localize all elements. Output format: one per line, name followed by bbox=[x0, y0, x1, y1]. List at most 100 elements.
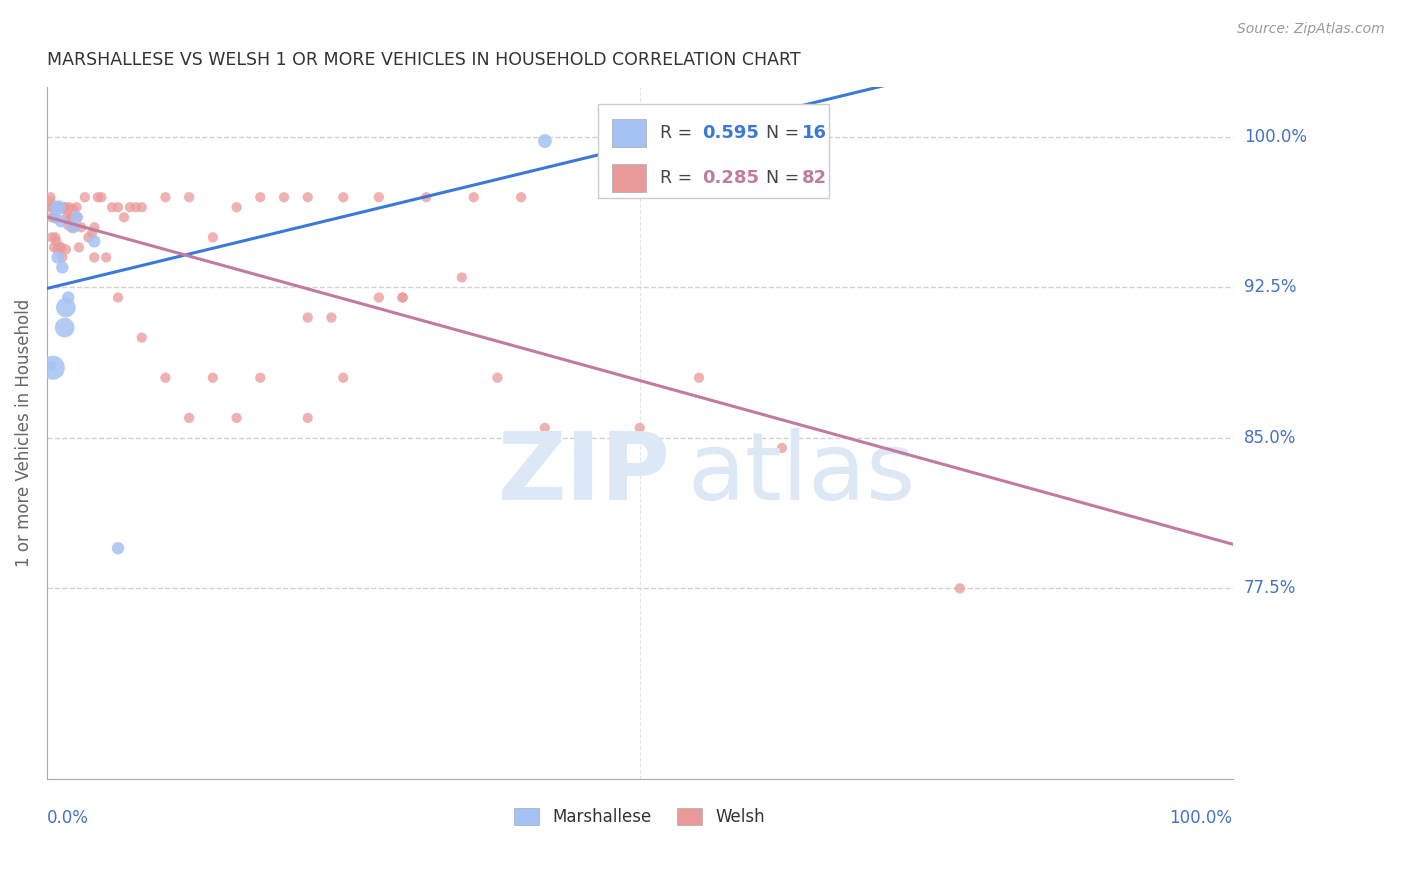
Text: 0.595: 0.595 bbox=[703, 124, 759, 142]
Point bbox=[44, 230, 66, 244]
Point bbox=[49, 214, 72, 228]
Y-axis label: 1 or more Vehicles in Household: 1 or more Vehicles in Household bbox=[15, 299, 32, 567]
Point bbox=[51, 251, 73, 265]
Point bbox=[332, 370, 354, 384]
Point bbox=[42, 240, 65, 254]
Point bbox=[63, 220, 86, 235]
Point bbox=[179, 190, 201, 204]
Point bbox=[391, 291, 413, 305]
Point bbox=[42, 200, 65, 214]
Text: R =: R = bbox=[659, 124, 697, 142]
Point bbox=[49, 240, 72, 254]
Point bbox=[112, 211, 135, 225]
Point bbox=[534, 421, 557, 435]
Point bbox=[48, 200, 70, 214]
Point bbox=[131, 331, 153, 345]
Point bbox=[48, 200, 70, 214]
Point bbox=[118, 200, 141, 214]
FancyBboxPatch shape bbox=[613, 120, 645, 147]
Text: 100.0%: 100.0% bbox=[1244, 128, 1306, 146]
Point bbox=[42, 211, 65, 225]
Point bbox=[59, 211, 82, 225]
Point bbox=[463, 190, 485, 204]
Point bbox=[56, 211, 79, 225]
Point bbox=[131, 200, 153, 214]
Point bbox=[125, 200, 148, 214]
FancyBboxPatch shape bbox=[613, 164, 645, 192]
Point bbox=[201, 230, 224, 244]
Point bbox=[58, 200, 80, 214]
Point bbox=[83, 220, 105, 235]
Point bbox=[52, 202, 75, 217]
Text: 85.0%: 85.0% bbox=[1244, 429, 1296, 447]
Point bbox=[48, 200, 70, 214]
Point bbox=[949, 582, 972, 596]
Point bbox=[39, 194, 62, 209]
Point bbox=[62, 202, 84, 217]
Point bbox=[249, 190, 271, 204]
Point bbox=[83, 251, 105, 265]
Point bbox=[73, 190, 96, 204]
Point bbox=[59, 211, 82, 225]
Point bbox=[38, 200, 60, 214]
Point bbox=[58, 291, 80, 305]
Text: Source: ZipAtlas.com: Source: ZipAtlas.com bbox=[1237, 22, 1385, 37]
Point bbox=[70, 220, 93, 235]
Point bbox=[87, 190, 110, 204]
Point bbox=[62, 220, 84, 235]
Point bbox=[55, 301, 77, 315]
Point bbox=[101, 200, 124, 214]
Point bbox=[45, 235, 67, 249]
Point bbox=[67, 240, 90, 254]
Text: atlas: atlas bbox=[688, 428, 915, 520]
Point bbox=[688, 370, 710, 384]
Text: R =: R = bbox=[659, 169, 697, 187]
Point bbox=[53, 200, 76, 214]
Point bbox=[297, 410, 319, 425]
Point bbox=[51, 260, 73, 275]
Point bbox=[155, 370, 177, 384]
Point bbox=[58, 219, 80, 233]
Point bbox=[510, 190, 533, 204]
Point bbox=[297, 190, 319, 204]
Text: 82: 82 bbox=[803, 169, 827, 187]
Legend: Marshallese, Welsh: Marshallese, Welsh bbox=[508, 801, 772, 833]
Point bbox=[41, 230, 63, 244]
Point bbox=[770, 441, 793, 455]
Point bbox=[273, 190, 295, 204]
Point bbox=[39, 190, 62, 204]
Text: 100.0%: 100.0% bbox=[1170, 809, 1233, 828]
Point bbox=[42, 211, 65, 225]
Point bbox=[96, 251, 118, 265]
Point bbox=[628, 421, 651, 435]
Point bbox=[65, 200, 87, 214]
Point bbox=[107, 291, 129, 305]
Point bbox=[83, 235, 105, 249]
Point bbox=[53, 320, 76, 334]
Point bbox=[179, 410, 201, 425]
Point bbox=[534, 134, 557, 148]
Text: N =: N = bbox=[755, 169, 804, 187]
Point bbox=[49, 240, 72, 254]
Point bbox=[45, 200, 67, 214]
Point bbox=[201, 370, 224, 384]
Text: MARSHALLESE VS WELSH 1 OR MORE VEHICLES IN HOUSEHOLD CORRELATION CHART: MARSHALLESE VS WELSH 1 OR MORE VEHICLES … bbox=[46, 51, 800, 69]
Point bbox=[155, 190, 177, 204]
Point bbox=[80, 227, 103, 241]
Text: 77.5%: 77.5% bbox=[1244, 580, 1296, 598]
Point bbox=[486, 370, 509, 384]
Text: 92.5%: 92.5% bbox=[1244, 278, 1296, 296]
Point bbox=[44, 211, 66, 225]
Text: N =: N = bbox=[755, 124, 804, 142]
Point bbox=[90, 190, 112, 204]
Point bbox=[42, 360, 65, 375]
FancyBboxPatch shape bbox=[598, 104, 830, 198]
Point bbox=[41, 211, 63, 225]
Point bbox=[66, 211, 89, 225]
Point bbox=[415, 190, 437, 204]
Point bbox=[46, 200, 69, 214]
Text: ZIP: ZIP bbox=[498, 428, 671, 520]
Point bbox=[53, 200, 76, 214]
Point bbox=[77, 230, 100, 244]
Point bbox=[391, 291, 413, 305]
